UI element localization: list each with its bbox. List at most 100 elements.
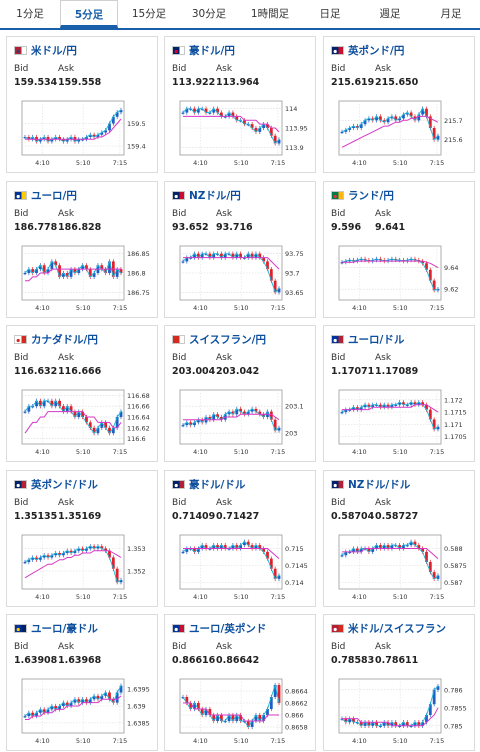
pair-title[interactable]: ランド/円: [331, 188, 394, 202]
currency-pair-flag-icon: [331, 45, 344, 55]
candle-body: [227, 411, 231, 415]
y-tick-label: 203.1: [285, 403, 304, 411]
pair-title[interactable]: 豪ドル/円: [172, 43, 235, 57]
rate-card[interactable]: ユーロ/英ポンド Bid Ask 0.86616 0.86642 0.8664 0.8662…: [164, 614, 316, 751]
candle-body: [104, 130, 108, 133]
pair-name[interactable]: NZドル/円: [189, 189, 241, 202]
x-tick-label: 7:15: [113, 737, 128, 745]
candle-body: [243, 257, 246, 259]
ask-value: 0.86642: [216, 655, 260, 666]
bid-label: Bid: [172, 642, 187, 652]
y-tick-label: 0.7145: [285, 562, 308, 570]
rate-card[interactable]: カナダドル/円 Bid Ask 116.632 116.666 116.68 116.66 1…: [6, 325, 158, 462]
rate-card[interactable]: 豪ドル/円 Bid Ask 113.922 113.964 114 113.95 113.9 4…: [164, 36, 316, 173]
candle-body: [398, 402, 401, 405]
pair-title[interactable]: 米ドル/スイスフラン: [331, 621, 446, 635]
candle-body: [119, 110, 123, 113]
tab-2[interactable]: 15分足: [131, 8, 167, 20]
candle-body: [432, 280, 436, 291]
candle-body: [394, 116, 398, 121]
candle-body: [269, 269, 273, 281]
pair-title[interactable]: 英ポンド/円: [331, 43, 404, 57]
pair-name[interactable]: 米ドル/円: [31, 44, 77, 57]
pair-title[interactable]: 英ポンド/ドル: [14, 477, 98, 491]
rate-card[interactable]: NZドル/円 Bid Ask 93.652 93.716 93.75 93.7 93.65 4:…: [164, 181, 316, 318]
tab-7[interactable]: 月足: [440, 8, 462, 20]
pair-title[interactable]: 米ドル/円: [14, 43, 77, 57]
candle-body: [273, 419, 277, 431]
pair-title[interactable]: ユーロ/円: [14, 188, 77, 202]
pair-name[interactable]: 豪ドル/ドル: [189, 478, 246, 491]
pair-title[interactable]: スイスフラン/円: [172, 332, 266, 346]
tab-1[interactable]: 5分足: [60, 0, 118, 28]
candle-body: [359, 722, 363, 726]
pair-name[interactable]: カナダドル/円: [31, 333, 98, 346]
pair-title[interactable]: NZドル/ドル: [331, 477, 410, 491]
candle-body: [352, 407, 355, 410]
candle-body: [58, 137, 61, 140]
price-chart: 215.7 215.6 4:10 5:10 7:15: [338, 100, 463, 167]
pair-name[interactable]: ユーロ/英ポンド: [189, 622, 267, 635]
candle-body: [35, 557, 38, 560]
long-moving-average-line: [342, 548, 439, 559]
pair-name[interactable]: スイスフラン/円: [189, 333, 267, 346]
long-moving-average-line: [25, 118, 122, 140]
candle-body: [231, 715, 235, 721]
pair-name[interactable]: 豪ドル/円: [189, 44, 235, 57]
tab-4[interactable]: 1時間足: [250, 8, 290, 20]
currency-pair-flag-icon: [14, 45, 27, 55]
pair-title[interactable]: ユーロ/豪ドル: [14, 621, 98, 635]
rate-card[interactable]: 米ドル/スイスフラン Bid Ask 0.78583 0.78611 0.786 0.785…: [323, 614, 475, 751]
pair-title[interactable]: NZドル/円: [172, 188, 241, 202]
candle-body: [50, 261, 54, 270]
candle-body: [115, 692, 119, 703]
candle-body: [50, 139, 54, 142]
y-tick-label: 0.588: [444, 545, 463, 553]
currency-pair-flag-icon: [331, 190, 344, 200]
pair-title[interactable]: カナダドル/円: [14, 332, 98, 346]
candle-body: [100, 422, 104, 428]
bid-value: 1.17071: [331, 366, 375, 377]
currency-pair-flag-icon: [14, 479, 27, 489]
rate-card[interactable]: ランド/円 Bid Ask 9.596 9.641 9.64 9.62 4:10 5:10 7:1…: [323, 181, 475, 318]
candle-body: [432, 419, 436, 430]
rate-card[interactable]: 米ドル/円 Bid Ask 159.534 159.558 159.5 159.4 4:10 5…: [6, 36, 158, 173]
rate-card[interactable]: ユーロ/円 Bid Ask 186.778 186.828 186.85 186.8 186.…: [6, 181, 158, 318]
pair-name[interactable]: ユーロ/ドル: [348, 333, 405, 346]
candle-body: [193, 422, 196, 426]
candle-body: [386, 722, 390, 726]
rate-card[interactable]: NZドル/ドル Bid Ask 0.58704 0.58727 0.588 0.5875 0.…: [323, 470, 475, 607]
rate-card[interactable]: 英ポンド/ドル Bid Ask 1.35135 1.35169 1.353 1.352 4:1…: [6, 470, 158, 607]
candle-body: [428, 116, 432, 128]
rate-card[interactable]: スイスフラン/円 Bid Ask 203.004 203.042 203.1 203 4:10…: [164, 325, 316, 462]
pair-name[interactable]: ユーロ/円: [31, 189, 77, 202]
tab-5[interactable]: 日足: [319, 8, 341, 20]
x-tick-label: 5:10: [234, 593, 249, 601]
x-tick-label: 7:15: [271, 304, 286, 312]
tab-3[interactable]: 30分足: [191, 8, 227, 20]
pair-name[interactable]: 米ドル/スイスフラン: [348, 622, 447, 635]
pair-title[interactable]: 豪ドル/ドル: [172, 477, 245, 491]
rate-card[interactable]: ユーロ/ドル Bid Ask 1.17071 1.17089 1.172 1.1715 1.1…: [323, 325, 475, 462]
candle-body: [108, 692, 111, 700]
pair-name[interactable]: ランド/円: [348, 189, 394, 202]
rate-card[interactable]: ユーロ/豪ドル Bid Ask 1.63908 1.63968 1.6395 1.639 1.…: [6, 614, 158, 751]
rate-card[interactable]: 英ポンド/円 Bid Ask 215.619 215.650 215.7 215.6 4:10…: [323, 36, 475, 173]
tab-6[interactable]: 週足: [379, 8, 401, 20]
tab-0[interactable]: 1分足: [16, 8, 44, 20]
y-tick-label: 1.172: [444, 396, 463, 404]
rate-card[interactable]: 豪ドル/ドル Bid Ask 0.71409 0.71427 0.715 0.7145 0.7…: [164, 470, 316, 607]
pair-name[interactable]: NZドル/ドル: [348, 478, 411, 491]
candle-body: [269, 411, 273, 420]
price-chart: 116.68 116.66 116.64 116.62 116.6 4:10 5:10 7:1…: [21, 389, 150, 456]
pair-name[interactable]: 英ポンド/円: [348, 44, 405, 57]
candle-body: [413, 402, 417, 405]
pair-title[interactable]: ユーロ/英ポンド: [172, 621, 266, 635]
candle-body: [390, 404, 394, 408]
pair-title[interactable]: ユーロ/ドル: [331, 332, 404, 346]
ask-value: 215.650: [375, 77, 419, 88]
candle-body: [344, 409, 348, 413]
pair-name[interactable]: ユーロ/豪ドル: [31, 622, 98, 635]
candle-body: [73, 411, 77, 417]
pair-name[interactable]: 英ポンド/ドル: [31, 478, 98, 491]
